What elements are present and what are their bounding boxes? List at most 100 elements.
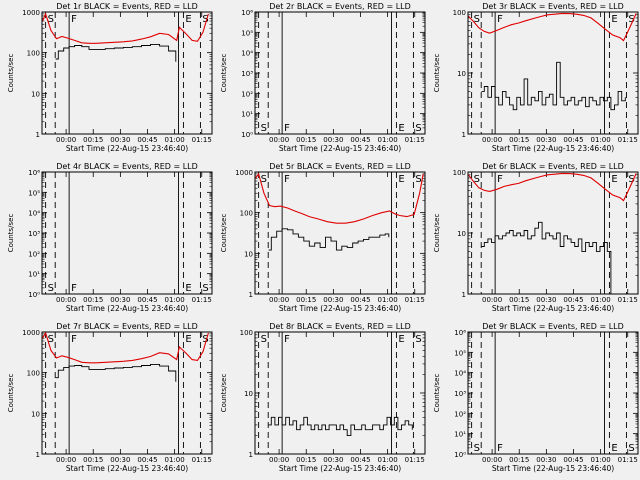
y-tick-label: 10²	[28, 250, 40, 258]
x-tick-label: 00:15	[509, 136, 529, 144]
x-tick-label: 00:15	[83, 296, 103, 304]
plot-frame	[467, 171, 639, 295]
panel-title: Det 2r BLACK = Events, RED = LLD	[269, 2, 411, 11]
y-tick-label: 100	[453, 9, 466, 17]
y-tick-label: 1	[36, 131, 40, 139]
region-marker-label: S	[261, 334, 267, 345]
x-axis-label: Start Time (22-Aug-15 23:46:40)	[66, 464, 188, 473]
x-tick-label: 00:00	[482, 296, 502, 304]
x-tick-label: 00:30	[536, 296, 556, 304]
y-axis-label: Counts/sec	[7, 214, 15, 253]
region-marker-label: F	[284, 334, 290, 345]
y-tick-label: 1000	[235, 169, 253, 177]
detector-panel: Det 9r BLACK = Events, RED = LLD Counts/s…	[433, 322, 639, 473]
y-tick-label: 10²	[454, 410, 466, 418]
detector-panel: Det 6r BLACK = Events, RED = LLD Counts/s…	[433, 162, 639, 313]
x-tick-label: 00:30	[323, 296, 343, 304]
x-tick-label: 00:45	[137, 456, 157, 464]
x-tick-label: 00:00	[482, 456, 502, 464]
region-marker-label: S	[415, 174, 421, 185]
x-tick-label: 00:45	[350, 456, 370, 464]
events-series-line	[268, 416, 413, 437]
region-marker-label: S	[415, 123, 421, 134]
region-marker-label: S	[628, 174, 634, 185]
y-tick-label: 10⁴	[241, 50, 253, 58]
y-tick-label: 10⁵	[454, 349, 466, 357]
y-axis-label: Counts/sec	[220, 214, 228, 253]
x-tick-label: 00:30	[536, 136, 556, 144]
region-marker-label: E	[185, 334, 191, 345]
panel-title: Det 7r BLACK = Events, RED = LLD	[56, 322, 198, 331]
region-marker-label: F	[284, 123, 290, 134]
y-axis-label: Counts/sec	[7, 374, 15, 413]
region-marker-label: S	[261, 123, 267, 134]
x-axis-label: Start Time (22-Aug-15 23:46:40)	[66, 144, 188, 153]
y-axis-label: Counts/sec	[433, 214, 441, 253]
region-marker-label: S	[48, 14, 54, 25]
region-marker-label: F	[284, 174, 290, 185]
x-tick-label: 00:00	[56, 456, 76, 464]
x-tick-label: 00:45	[350, 296, 370, 304]
region-marker-label: S	[628, 443, 634, 454]
x-tick-label: 00:00	[482, 136, 502, 144]
x-tick-label: 00:45	[137, 296, 157, 304]
y-axis-label: Counts/sec	[7, 54, 15, 93]
y-axis-label: Counts/sec	[220, 374, 228, 413]
detector-panel: Det 2r BLACK = Events, RED = LLD Counts/s…	[220, 2, 426, 153]
x-tick-label: 00:00	[269, 296, 289, 304]
y-tick-label: 1000	[22, 9, 40, 17]
region-marker-label: E	[398, 334, 404, 345]
events-series-line	[55, 363, 177, 382]
x-axis-label: Start Time (22-Aug-15 23:46:40)	[492, 304, 614, 313]
y-axis-label: Counts/sec	[433, 374, 441, 413]
x-tick-label: 00:30	[323, 136, 343, 144]
y-tick-label: 10²	[241, 90, 253, 98]
x-tick-label: 01:15	[405, 136, 425, 144]
x-tick-label: 00:15	[296, 456, 316, 464]
plot-frame	[254, 171, 426, 295]
events-series-line	[268, 228, 390, 251]
x-tick-label: 01:00	[165, 296, 185, 304]
x-tick-label: 00:00	[269, 136, 289, 144]
y-tick-label: 10⁶	[454, 329, 466, 337]
y-tick-label: 1	[249, 291, 253, 299]
x-tick-label: 00:45	[563, 136, 583, 144]
x-tick-label: 00:45	[137, 136, 157, 144]
lld-series-line	[468, 172, 637, 202]
x-tick-label: 01:00	[378, 296, 398, 304]
x-tick-label: 01:00	[165, 456, 185, 464]
x-tick-label: 00:15	[83, 136, 103, 144]
x-tick-label: 01:15	[618, 136, 638, 144]
y-tick-label: 1	[462, 291, 466, 299]
y-tick-label: 100	[240, 210, 253, 218]
y-tick-label: 100	[27, 370, 40, 378]
y-tick-label: 10⁴	[28, 210, 40, 218]
y-tick-label: 10³	[28, 230, 40, 238]
region-marker-label: F	[497, 14, 503, 25]
region-marker-label: S	[48, 334, 54, 345]
y-tick-label: 1	[36, 451, 40, 459]
y-tick-label: 10¹	[241, 111, 253, 119]
x-tick-label: 01:00	[378, 136, 398, 144]
y-tick-label: 10⁵	[241, 29, 253, 37]
region-marker-label: E	[398, 174, 404, 185]
y-axis-label: Counts/sec	[433, 54, 441, 93]
region-marker-label: E	[398, 123, 404, 134]
x-tick-label: 01:00	[591, 296, 611, 304]
y-tick-label: 10	[31, 410, 40, 418]
x-tick-label: 00:45	[563, 296, 583, 304]
y-tick-label: 100	[27, 50, 40, 58]
y-tick-label: 1000	[22, 329, 40, 337]
y-tick-label: 10⁰	[454, 451, 466, 459]
y-tick-label: 1	[249, 451, 253, 459]
x-tick-label: 00:00	[56, 296, 76, 304]
x-tick-label: 00:15	[509, 456, 529, 464]
y-tick-label: 10³	[241, 70, 253, 78]
x-tick-label: 01:00	[378, 456, 398, 464]
lld-series-line	[41, 12, 209, 44]
events-series-line	[55, 43, 177, 62]
lld-series-line	[468, 12, 637, 42]
x-tick-label: 00:30	[536, 456, 556, 464]
region-marker-label: S	[202, 283, 208, 294]
y-tick-label: 10¹	[454, 431, 466, 439]
